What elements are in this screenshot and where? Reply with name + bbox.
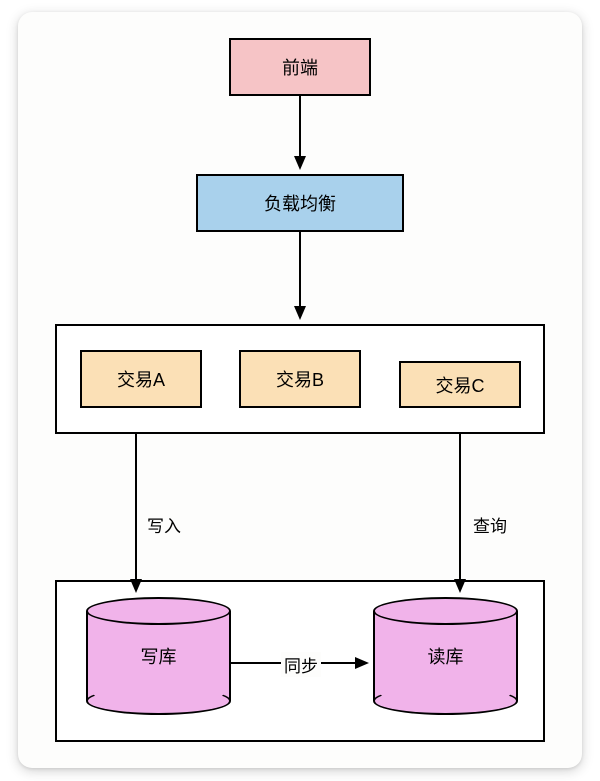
cylinder-read-db-bottom: [373, 687, 518, 715]
cylinder-write-db: 写库: [86, 597, 231, 715]
cylinder-write-db-top: [86, 597, 231, 625]
edge-label-write: 写入: [144, 512, 184, 537]
edge-label-query: 查询: [470, 512, 510, 537]
node-service-b: 交易B: [239, 350, 361, 408]
arrow-frontend-to-lb: [288, 84, 312, 182]
diagram-canvas: 前端 负载均衡 交易A 交易B 交易C 写库 读库: [0, 0, 600, 781]
arrow-lb-to-services: [288, 220, 312, 332]
edge-label-sync-text: 同步: [284, 657, 318, 676]
cylinder-read-db-top: [373, 597, 518, 625]
node-service-a-label: 交易A: [117, 366, 165, 392]
cylinder-write-db-bottom: [86, 687, 231, 715]
arrow-services-to-read: [448, 422, 472, 605]
node-service-c: 交易C: [399, 361, 521, 408]
node-load-balancer-label: 负载均衡: [264, 190, 336, 216]
node-service-a: 交易A: [80, 350, 202, 408]
node-service-c-label: 交易C: [436, 372, 485, 398]
edge-label-write-text: 写入: [147, 517, 181, 536]
cylinder-read-db-label: 读库: [428, 643, 464, 669]
edge-label-query-text: 查询: [473, 517, 507, 536]
node-frontend-label: 前端: [282, 54, 318, 80]
cylinder-read-db: 读库: [373, 597, 518, 715]
edge-label-sync: 同步: [281, 652, 321, 677]
diagram-card: 前端 负载均衡 交易A 交易B 交易C 写库 读库: [18, 12, 582, 768]
node-service-b-label: 交易B: [276, 366, 324, 392]
cylinder-write-db-label: 写库: [141, 643, 177, 669]
node-frontend: 前端: [229, 38, 371, 96]
node-load-balancer: 负载均衡: [196, 174, 404, 232]
